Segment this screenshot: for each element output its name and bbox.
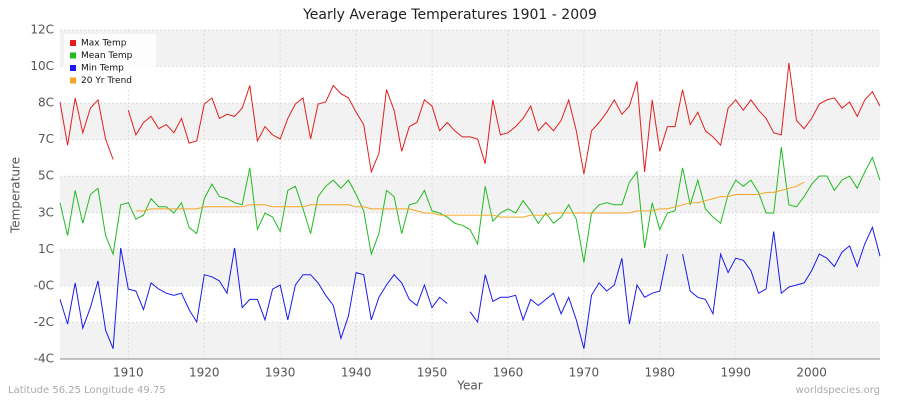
x-tick-label: 1980 [645,366,676,380]
legend-swatch [70,40,76,46]
legend-label: 20 Yr Trend [81,76,132,86]
grid-band [60,30,880,67]
x-tick-label: 1940 [341,366,372,380]
chart-title: Yearly Average Temperatures 1901 - 2009 [302,7,597,23]
y-tick-label: 3C [38,205,54,219]
plot-background [60,30,880,359]
x-tick-label: 1970 [569,366,600,380]
legend-swatch [70,65,76,71]
series-line [135,181,805,218]
grid-band [60,322,880,359]
footer-left: Latitude 56.25 Longitude 49.75 [8,385,166,396]
y-tick-label: -0C [34,278,54,292]
series-line [59,225,881,349]
y-axis-label: Temperature [9,157,23,234]
series-line [59,62,881,174]
x-tick-label: 1960 [493,366,524,380]
legend-box [64,34,156,90]
y-tick-label: 8C [38,96,54,110]
x-tick-label: 1990 [720,366,751,380]
x-axis-label: Year [456,379,482,393]
grid-band [60,103,880,140]
x-tick-label: 1920 [189,366,220,380]
x-tick-label: 1950 [417,366,448,380]
legend-label: Min Temp [81,64,124,74]
y-tick-label: 7C [38,132,54,146]
footer-right: worldspecies.org [796,385,880,396]
y-tick-label: 5C [38,169,54,183]
y-tick-label: 1C [38,242,54,256]
y-tick-label: -4C [34,352,54,366]
y-tick-label: 12C [30,23,54,37]
legend-label: Max Temp [81,39,127,49]
series-line [59,147,881,263]
legend-swatch [70,77,76,84]
y-tick-label: -2C [34,315,54,329]
legend-swatch [70,52,76,59]
x-tick-label: 1910 [113,366,144,380]
x-tick-label: 1930 [265,366,296,380]
grid-band [60,249,880,286]
y-tick-label: 10C [30,59,54,73]
legend-label: Mean Temp [81,51,133,61]
x-tick-label: 2000 [796,366,827,380]
